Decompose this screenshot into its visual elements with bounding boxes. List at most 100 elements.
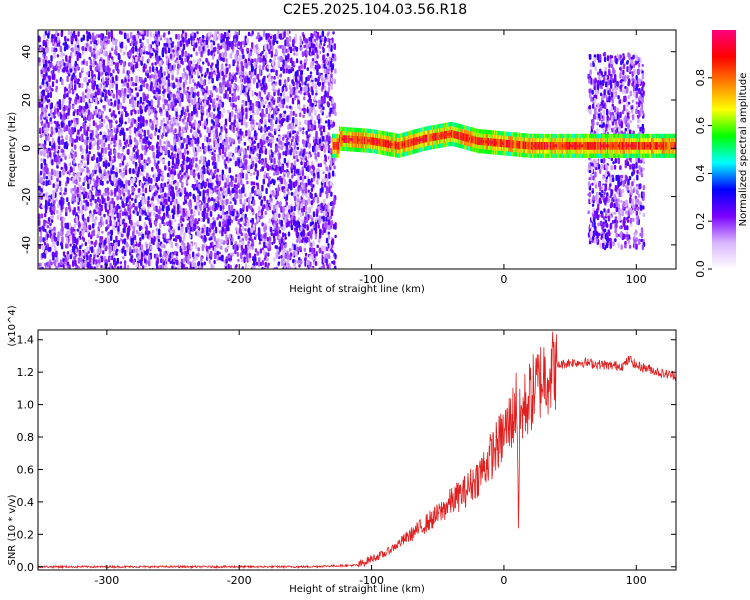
noise-cell (90, 93, 93, 98)
noise-cell (60, 60, 64, 67)
noise-cell (159, 126, 162, 130)
noise-cell (73, 223, 76, 230)
noise-cell (311, 247, 314, 255)
noise-cell (142, 145, 145, 151)
noise-cell (40, 195, 43, 200)
noise-cell (221, 169, 224, 176)
noise-cell (320, 130, 323, 136)
noise-cell (197, 146, 200, 153)
noise-cell (220, 82, 223, 87)
noise-cell (135, 229, 139, 235)
noise-cell (237, 58, 240, 62)
noise-cell (153, 211, 156, 217)
noise-cell (163, 244, 166, 249)
noise-cell (329, 244, 332, 249)
noise-cell (109, 210, 113, 214)
noise-cell (175, 186, 178, 191)
noise-cell (129, 98, 132, 105)
noise-cell (314, 152, 317, 160)
noise-cell (105, 50, 108, 57)
noise-cell (209, 145, 213, 150)
noise-cell (328, 186, 331, 194)
noise-cell (208, 138, 212, 143)
noise-cell (276, 40, 279, 44)
noise-cell (120, 41, 124, 49)
noise-cell (147, 196, 150, 201)
noise-cell (284, 150, 288, 157)
noise-cell (47, 60, 51, 64)
noise-cell (233, 119, 236, 124)
noise-cell (316, 68, 319, 76)
noise-cell (92, 223, 95, 229)
noise-cell (297, 80, 301, 84)
noise-cell (253, 253, 257, 257)
noise-cell (106, 196, 110, 202)
noise-cell (282, 232, 285, 238)
noise-cell (324, 37, 327, 42)
noise-cell (223, 259, 226, 264)
noise-cell (228, 63, 231, 69)
noise-cell (213, 260, 216, 265)
noise-cell (207, 89, 210, 96)
noise-cell (112, 69, 115, 74)
noise-cell (140, 268, 142, 269)
noise-cell (325, 216, 328, 222)
noise-cell (203, 190, 207, 194)
noise-cell (235, 174, 238, 178)
noise-cell (139, 237, 142, 242)
noise-cell (114, 183, 117, 187)
noise-cell (328, 95, 332, 102)
noise-cell (131, 186, 134, 193)
noise-cell (298, 264, 301, 268)
noise-cell (284, 236, 287, 240)
noise-cell (158, 69, 161, 75)
noise-cell (66, 171, 69, 175)
noise-cell (115, 205, 119, 211)
noise-cell (206, 202, 209, 209)
noise-cell (222, 108, 226, 114)
noise-cell (182, 121, 186, 125)
noise-cell (178, 188, 181, 192)
noise-cell (130, 219, 133, 226)
noise-cell (298, 65, 301, 72)
noise-cell (78, 53, 82, 59)
noise-cell (88, 56, 91, 60)
noise-cell (192, 79, 195, 83)
noise-cell (265, 33, 268, 40)
noise-cell (191, 215, 194, 222)
noise-cell (295, 76, 298, 83)
noise-cell (211, 197, 214, 202)
noise-cell (331, 200, 334, 206)
noise-cell (196, 201, 199, 206)
noise-cell (259, 112, 262, 117)
noise-cell (249, 118, 252, 122)
noise-cell (47, 135, 50, 142)
noise-cell (89, 98, 93, 103)
noise-cell (207, 62, 210, 67)
noise-cell (84, 241, 87, 247)
noise-cell (298, 121, 302, 126)
noise-cell (318, 247, 322, 254)
noise-cell (176, 68, 179, 75)
noise-cell (321, 46, 325, 50)
noise-cell (274, 81, 278, 86)
noise-cell (195, 51, 198, 56)
noise-cell (151, 229, 155, 234)
noise-cell (283, 238, 286, 244)
noise-cell (67, 109, 70, 117)
noise-cell (73, 207, 76, 214)
noise-cell (165, 55, 168, 60)
noise-cell (220, 126, 223, 131)
noise-cell (184, 57, 187, 63)
noise-cell (278, 229, 282, 234)
noise-cell (220, 190, 224, 196)
noise-cell (157, 235, 160, 239)
noise-cell (38, 36, 41, 43)
noise-cell (248, 237, 251, 241)
noise-cell (200, 256, 203, 262)
noise-cell (172, 214, 175, 220)
noise-cell (264, 132, 268, 136)
noise-cell (87, 216, 90, 223)
noise-cell (44, 212, 47, 218)
noise-cell (203, 203, 207, 208)
